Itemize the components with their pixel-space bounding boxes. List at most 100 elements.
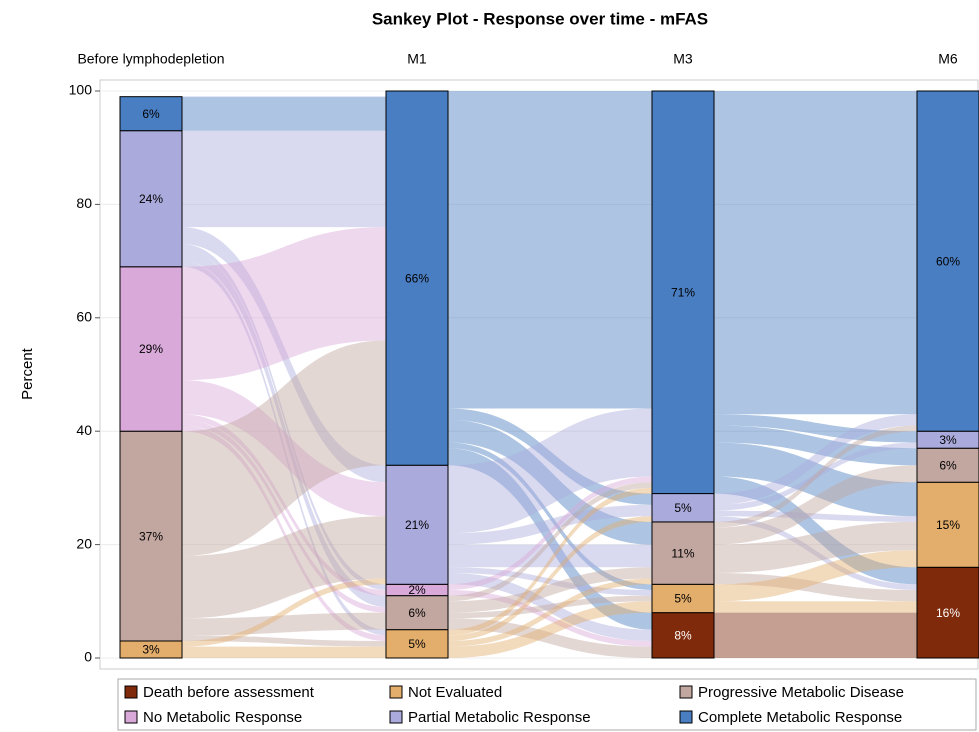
column-label: M1 [407,51,427,67]
segment-label: 37% [139,529,163,543]
flow [182,340,386,556]
segment-label: 5% [674,501,692,515]
segment-label: 5% [408,637,426,651]
segment-label: 6% [142,107,160,121]
y-axis-label: Percent [19,347,36,400]
flow [182,227,386,483]
flow [182,227,386,381]
flow [448,442,652,590]
segment-label: 24% [139,192,163,206]
flow [448,487,652,636]
segment-label: 15% [936,518,960,532]
flow [714,550,917,602]
column-segment [916,447,979,483]
flow [448,572,652,641]
segment-label: 5% [674,592,692,606]
legend-swatch [679,685,693,699]
column-label: Before lymphodepletion [77,51,224,67]
flow [714,516,917,590]
segment-label: 16% [936,606,960,620]
flow [714,510,917,522]
legend-box [117,678,977,731]
flow [448,567,652,613]
legend-label: Progressive Metabolic Disease [698,684,904,701]
segment-label: 71% [671,285,695,299]
flow [448,595,652,619]
y-tick-label: 40 [76,422,92,438]
column-segment [916,481,979,568]
flow [448,589,652,647]
flow [714,442,917,511]
legend-label: Complete Metabolic Response [698,709,902,726]
flow [448,578,652,647]
flow [182,425,386,641]
column-segment [916,90,979,432]
legend-label: Death before assessment [143,684,315,701]
flow [448,91,652,409]
column-segment [916,566,979,659]
segment-label: 6% [408,606,426,620]
flow [182,130,386,228]
flow [714,465,917,545]
flows [99,79,979,670]
y-tick-label: 80 [76,195,92,211]
segment-label: 60% [936,254,960,268]
segment-label: 66% [405,271,429,285]
flow [714,521,917,573]
column-label: M3 [673,51,693,67]
column-segment [119,96,183,132]
segment-label: 8% [674,628,692,642]
columns: 3% 37% 29% 24% 6% 5% 6% 2% 21% 66% 8% 5% 11% 5% 71% 16%… [119,90,979,659]
flow [714,414,917,505]
legend-swatch [679,710,693,724]
flow [448,544,652,568]
flow [448,567,652,596]
flow [182,635,386,647]
segment-label: 3% [939,433,957,447]
flow [714,425,917,466]
flow [182,244,386,590]
column-label: M6 [938,51,958,67]
y-tick-label: 60 [76,309,92,325]
flow [448,408,652,505]
column-segment [385,464,449,585]
flow [714,442,917,517]
flow [182,612,386,636]
flow [182,578,386,647]
column-segment [651,90,715,495]
column-segment [385,629,449,659]
column-segment [651,583,715,614]
column-segment [385,90,449,466]
flow [714,91,917,415]
flow [448,476,652,590]
flow [182,414,386,596]
flow [182,380,386,517]
segment-label: 3% [142,643,160,657]
flow [448,504,652,545]
flow [448,601,652,658]
flow [714,476,917,585]
flow [714,612,917,658]
flow [448,482,652,602]
column-segment [651,493,715,523]
column-segment [651,521,715,585]
flow [448,408,652,534]
flow [182,261,386,636]
column-segment [119,130,183,268]
legend-label: Not Evaluated [408,684,502,701]
flow [714,425,917,528]
flow [448,419,652,545]
flow [182,249,386,607]
legend-swatch [124,710,138,724]
flow [448,618,652,658]
flow [448,448,652,630]
segment-label: 6% [939,458,957,472]
column-segment [119,430,183,642]
flow [714,572,917,602]
legend-label: Partial Metabolic Response [408,709,591,726]
flow [182,646,386,658]
legend-swatch [389,710,403,724]
flow [182,516,386,619]
legend-swatch [389,685,403,699]
